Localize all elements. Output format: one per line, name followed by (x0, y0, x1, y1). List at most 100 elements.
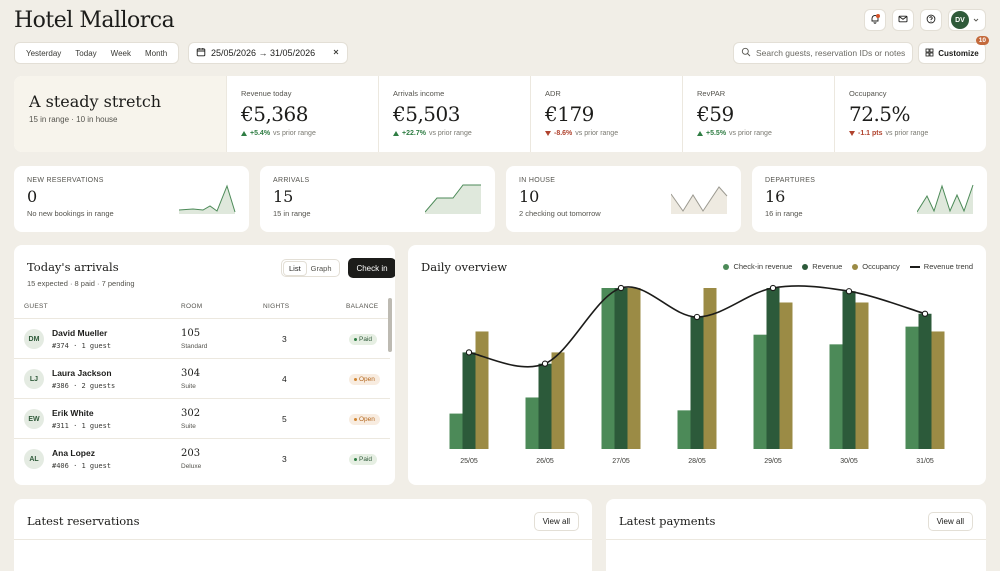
arrow-up-icon (697, 131, 703, 136)
bar-check-in-revenue[interactable] (601, 288, 615, 449)
bar-revenue[interactable] (538, 363, 552, 449)
bar-revenue[interactable] (614, 288, 628, 449)
card-in-house[interactable]: In house 10 2 checking out tomorrow (506, 166, 741, 232)
view-all-reservations-button[interactable]: View all (533, 512, 579, 531)
panel-title: Today's arrivals (27, 260, 119, 274)
table-row[interactable]: DM David Mueller #374 · 1 guest 105 Stan… (14, 318, 390, 358)
bell-icon (870, 11, 880, 29)
date-range-value: 25/05/2026 → 31/05/2026 (211, 48, 316, 58)
period-tabs: Yesterday Today Week Month (14, 42, 180, 64)
bar-revenue[interactable] (690, 316, 704, 449)
summary-hero: A steady stretch 15 in range · 10 in hou… (14, 76, 227, 152)
bar-check-in-revenue[interactable] (449, 413, 463, 449)
card-departures[interactable]: Departures 16 16 in range (752, 166, 987, 232)
card-value: 0 (27, 187, 38, 206)
card-new-reservations[interactable]: New reservations 0 No new bookings in ra… (14, 166, 249, 232)
kpi-delta-value: +22.7% (402, 130, 426, 137)
card-arrivals[interactable]: Arrivals 15 15 in range (260, 166, 495, 232)
bar-revenue[interactable] (766, 288, 780, 449)
header-actions: DV (864, 9, 986, 31)
card-subtitle: 2 checking out tomorrow (519, 209, 601, 218)
trend-point[interactable] (845, 288, 853, 295)
tab-month[interactable]: Month (144, 48, 168, 58)
trend-point[interactable] (693, 313, 701, 321)
bar-revenue[interactable] (918, 313, 932, 449)
kpi-adr: ADR €179 -8.6% vs prior range (531, 76, 683, 152)
bar-check-in-revenue[interactable] (905, 326, 919, 449)
room-type: Deluxe (181, 463, 202, 470)
bar-revenue[interactable] (462, 352, 476, 449)
table-row[interactable]: AL Ana Lopez #406 · 1 guest 203 Deluxe 3… (14, 438, 390, 478)
guest-name: Ana Lopez (52, 448, 95, 458)
bar-occupancy[interactable] (475, 331, 489, 449)
bar-occupancy[interactable] (931, 331, 945, 449)
card-label: In house (519, 177, 556, 184)
help-button[interactable] (920, 9, 942, 31)
kpi-label: ADR (545, 89, 561, 98)
bar-check-in-revenue[interactable] (753, 334, 767, 449)
table-row[interactable]: EW Erik White #311 · 1 guest 302 Suite 5… (14, 398, 390, 438)
customize-badge: 10 (975, 36, 989, 45)
sparkline (671, 186, 728, 214)
page-title: Hotel Mallorca (14, 8, 175, 33)
nights: 5 (282, 414, 287, 424)
kpi-delta: -8.6% vs prior range (545, 130, 668, 137)
customize-button[interactable]: Customize 10 (918, 36, 989, 64)
chevron-down-icon (972, 11, 980, 29)
customize-label: Customize (938, 48, 979, 58)
status-badge: Open (349, 414, 380, 425)
latest-reservations-panel: Latest reservations View all (14, 499, 592, 571)
toggle-list[interactable]: List (284, 261, 306, 275)
notifications-button[interactable] (864, 9, 886, 31)
check-in-button[interactable]: Check in (348, 258, 395, 278)
card-value: 15 (273, 187, 294, 206)
kpi-value: €59 (697, 102, 734, 126)
status-badge: Paid (349, 454, 378, 465)
guest-name: Laura Jackson (52, 368, 112, 378)
bar-check-in-revenue[interactable] (829, 344, 843, 449)
room-number: 302 (181, 408, 201, 419)
divider (606, 539, 986, 540)
close-icon (333, 49, 339, 55)
search-placeholder: Search guests, reservation IDs or notes (756, 48, 906, 58)
user-menu[interactable]: DV (948, 9, 986, 31)
trend-point[interactable] (617, 284, 625, 292)
bar-check-in-revenue[interactable] (525, 397, 539, 449)
bar-occupancy[interactable] (627, 288, 641, 449)
column-nights: NIGHTS (263, 303, 290, 310)
toggle-graph[interactable]: Graph (310, 263, 332, 273)
column-guest: GUEST (24, 303, 48, 310)
bar-occupancy[interactable] (703, 288, 717, 449)
nights: 4 (282, 374, 287, 384)
search-input[interactable]: Search guests, reservation IDs or notes (733, 42, 913, 64)
bar-check-in-revenue[interactable] (677, 410, 691, 449)
bar-revenue[interactable] (842, 291, 856, 449)
scrollbar[interactable] (388, 298, 392, 352)
legend-checkin-revenue: Check-in revenue (723, 262, 792, 271)
kpi-revenue-today: Revenue today €5,368 +5.4% vs prior range (227, 76, 379, 152)
date-range-picker[interactable]: 25/05/2026 → 31/05/2026 (188, 42, 348, 64)
trend-point[interactable] (921, 310, 929, 317)
x-tick-label: 31/05 (916, 458, 934, 465)
view-all-payments-button[interactable]: View all (927, 512, 973, 531)
trend-point[interactable] (465, 349, 473, 356)
clear-date-button[interactable] (332, 48, 340, 58)
table-row[interactable]: LJ Laura Jackson #386 · 2 guests 304 Sui… (14, 358, 390, 398)
bar-occupancy[interactable] (779, 302, 793, 449)
bar-occupancy[interactable] (855, 302, 869, 449)
bar-occupancy[interactable] (551, 352, 565, 449)
kpi-delta-value: +5.4% (250, 130, 271, 137)
latest-payments-panel: Latest payments View all (606, 499, 986, 571)
tab-week[interactable]: Week (110, 48, 131, 58)
kpi-arrivals-income: Arrivals income €5,503 +22.7% vs prior ra… (379, 76, 531, 152)
trend-point[interactable] (541, 360, 549, 367)
panel-title: Latest reservations (27, 514, 140, 528)
guest-avatar: DM (24, 329, 44, 349)
panel-title: Daily overview (421, 260, 508, 274)
divider (14, 539, 592, 540)
tab-today[interactable]: Today (75, 48, 97, 58)
tab-yesterday[interactable]: Yesterday (26, 48, 62, 58)
trend-point[interactable] (769, 284, 777, 292)
messages-button[interactable] (892, 9, 914, 31)
grid-icon (925, 48, 934, 59)
